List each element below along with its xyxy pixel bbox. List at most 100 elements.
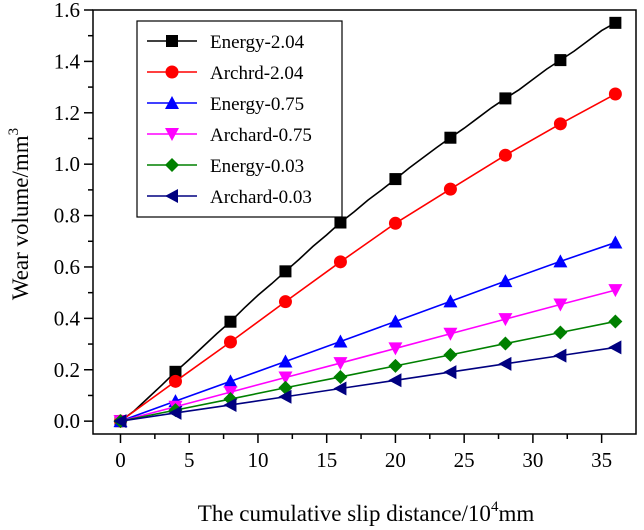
x-axis-title: The cumulative slip distance/104mm xyxy=(198,499,535,526)
data-point xyxy=(608,314,623,329)
legend-label: Energy-0.75 xyxy=(210,94,304,115)
data-point xyxy=(498,336,513,351)
legend-item: Energy-0.03 xyxy=(147,156,304,177)
plot-border xyxy=(92,9,637,435)
plot-frame xyxy=(92,9,637,435)
data-point xyxy=(553,298,568,312)
data-point xyxy=(334,216,347,229)
data-point xyxy=(499,92,512,105)
legend-marker xyxy=(165,158,179,172)
x-tick-label: 5 xyxy=(184,448,195,472)
data-point xyxy=(223,335,237,349)
data-point xyxy=(553,325,568,340)
data-point xyxy=(498,274,513,288)
data-point xyxy=(554,54,567,67)
legend-box xyxy=(136,20,343,218)
y-tick-label: 0.2 xyxy=(54,358,80,382)
x-tick-label: 35 xyxy=(591,448,612,472)
series-line xyxy=(120,241,616,422)
y-tick-label: 0.4 xyxy=(54,306,81,330)
data-point xyxy=(388,342,403,356)
data-point xyxy=(224,315,237,328)
data-point xyxy=(169,365,182,378)
x-tick-label: 0 xyxy=(115,448,126,472)
legend-marker xyxy=(166,35,178,47)
series-archrd-2.04 xyxy=(113,87,622,428)
x-tick-label: 10 xyxy=(247,448,268,472)
series-layer xyxy=(113,16,623,429)
series-archard-0.03 xyxy=(113,340,622,429)
x-axis: 0 5 10 15 20 25 30 35 xyxy=(115,434,612,472)
series-energy-0.75 xyxy=(113,235,623,428)
y-tick-label: 0.8 xyxy=(54,204,80,228)
y-axis: 0.0 0.2 0.4 0.6 0.8 1.0 1.2 1.4 1.6 xyxy=(54,0,93,433)
series-line xyxy=(120,93,616,422)
series-archard-0.75 xyxy=(113,284,623,429)
legend-label: Energy-0.03 xyxy=(210,156,304,177)
data-point xyxy=(444,131,457,144)
legend-label: Archard-0.03 xyxy=(210,187,312,208)
legend-marker xyxy=(165,189,178,203)
data-point xyxy=(608,284,623,298)
legend-item: Energy-2.04 xyxy=(147,32,305,53)
data-point xyxy=(553,117,567,131)
data-point xyxy=(279,265,292,278)
series-line xyxy=(120,289,616,422)
data-point xyxy=(498,356,512,371)
series-line xyxy=(120,346,616,422)
data-point xyxy=(333,381,347,396)
data-point xyxy=(278,354,293,368)
data-point xyxy=(553,254,568,268)
data-point xyxy=(388,314,403,328)
data-point xyxy=(223,374,238,388)
data-point xyxy=(223,397,237,412)
legend-label: Energy-2.04 xyxy=(210,32,305,53)
data-point xyxy=(608,87,622,101)
x-tick-label: 20 xyxy=(385,448,406,472)
legend-label: Archrd-2.04 xyxy=(210,63,304,84)
y-tick-label: 0.6 xyxy=(54,255,80,279)
data-point xyxy=(443,365,457,380)
x-tick-label: 15 xyxy=(316,448,337,472)
legend-item: Archard-0.03 xyxy=(147,187,312,208)
data-point xyxy=(168,405,182,420)
y-tick-label: 1.2 xyxy=(54,101,80,125)
data-point xyxy=(388,216,402,230)
legend-marker xyxy=(165,128,179,141)
data-point xyxy=(608,235,623,249)
data-point xyxy=(443,294,458,308)
data-point xyxy=(333,255,347,269)
data-point xyxy=(388,373,402,388)
data-point xyxy=(553,348,567,363)
data-point xyxy=(389,173,402,186)
legend-item: Archrd-2.04 xyxy=(147,63,304,84)
y-tick-label: 0.0 xyxy=(54,409,80,433)
x-tick-label: 30 xyxy=(522,448,543,472)
legend: Energy-2.04 Archrd-2.04 Energy-0.75 Archard… xyxy=(136,20,343,218)
legend-item: Archard-0.75 xyxy=(147,125,312,146)
y-axis-title: Wear volume/mm3 xyxy=(6,128,33,300)
legend-marker xyxy=(165,65,179,79)
x-tick-label: 25 xyxy=(454,448,475,472)
data-point xyxy=(443,347,458,362)
legend-marker xyxy=(165,96,179,109)
series-line xyxy=(120,22,616,422)
data-point xyxy=(608,340,622,355)
data-point xyxy=(333,357,348,371)
series-energy-2.04 xyxy=(114,16,622,428)
data-point xyxy=(168,374,182,388)
data-point xyxy=(333,334,348,348)
data-point xyxy=(333,369,348,384)
data-point xyxy=(113,414,127,429)
data-point xyxy=(278,389,292,404)
data-point xyxy=(609,16,622,29)
data-point xyxy=(443,182,457,196)
data-point xyxy=(278,371,293,385)
data-point xyxy=(388,358,403,373)
data-point xyxy=(498,313,513,327)
data-point xyxy=(443,327,458,341)
series-line xyxy=(120,320,616,422)
y-tick-label: 1.0 xyxy=(54,152,80,176)
legend-item: Energy-0.75 xyxy=(147,94,304,115)
